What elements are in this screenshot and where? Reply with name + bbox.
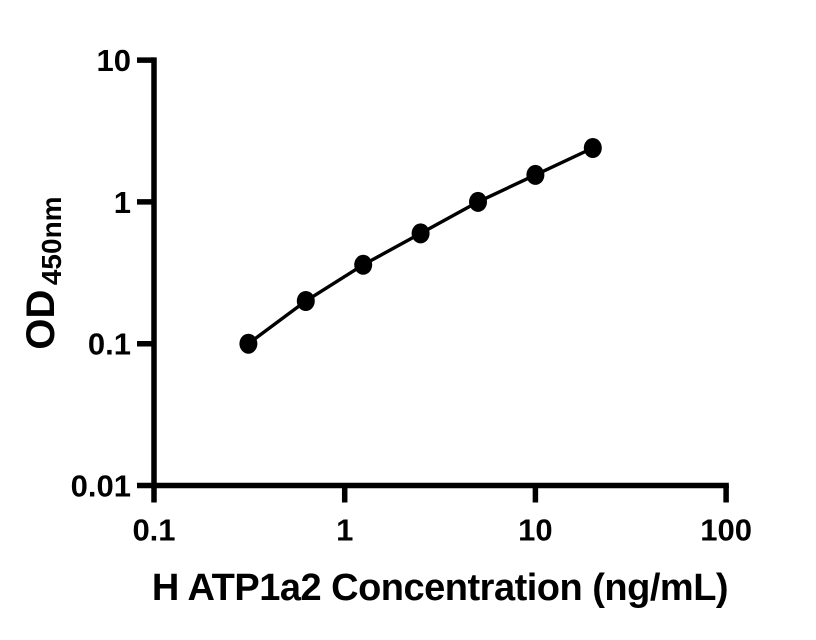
y-axis-ticks <box>137 57 154 489</box>
y-tick-label: 10 <box>97 43 131 78</box>
x-tick-label: 0.1 <box>132 513 175 548</box>
x-tick-label: 10 <box>518 513 552 548</box>
y-axis-tick-labels: 0.01 0.1 1 10 <box>71 43 131 503</box>
data-point-marker <box>239 333 258 354</box>
y-tick-label: 1 <box>114 185 131 220</box>
data-point-marker <box>411 223 430 244</box>
x-tick-label: 1 <box>336 513 353 548</box>
data-point-marker <box>296 291 315 311</box>
x-tick-label: 100 <box>700 513 752 548</box>
y-axis-title-subscript: 450nm <box>36 196 67 285</box>
x-axis-title: H ATP1a2 Concentration (ng/mL) <box>152 567 728 609</box>
axis-frame <box>151 57 729 489</box>
y-axis-title: OD 450nm <box>19 196 67 349</box>
x-axis-tick-labels: 0.1 1 10 100 <box>132 513 752 548</box>
data-point-marker <box>526 164 545 185</box>
y-tick-label: 0.1 <box>88 327 131 362</box>
data-point-markers <box>239 138 602 354</box>
data-point-marker <box>469 191 487 212</box>
y-tick-label: 0.01 <box>71 469 131 504</box>
x-axis-ticks <box>151 485 729 503</box>
data-point-marker <box>583 138 602 158</box>
data-point-marker <box>354 254 373 275</box>
y-axis-title-main: OD <box>19 290 63 350</box>
